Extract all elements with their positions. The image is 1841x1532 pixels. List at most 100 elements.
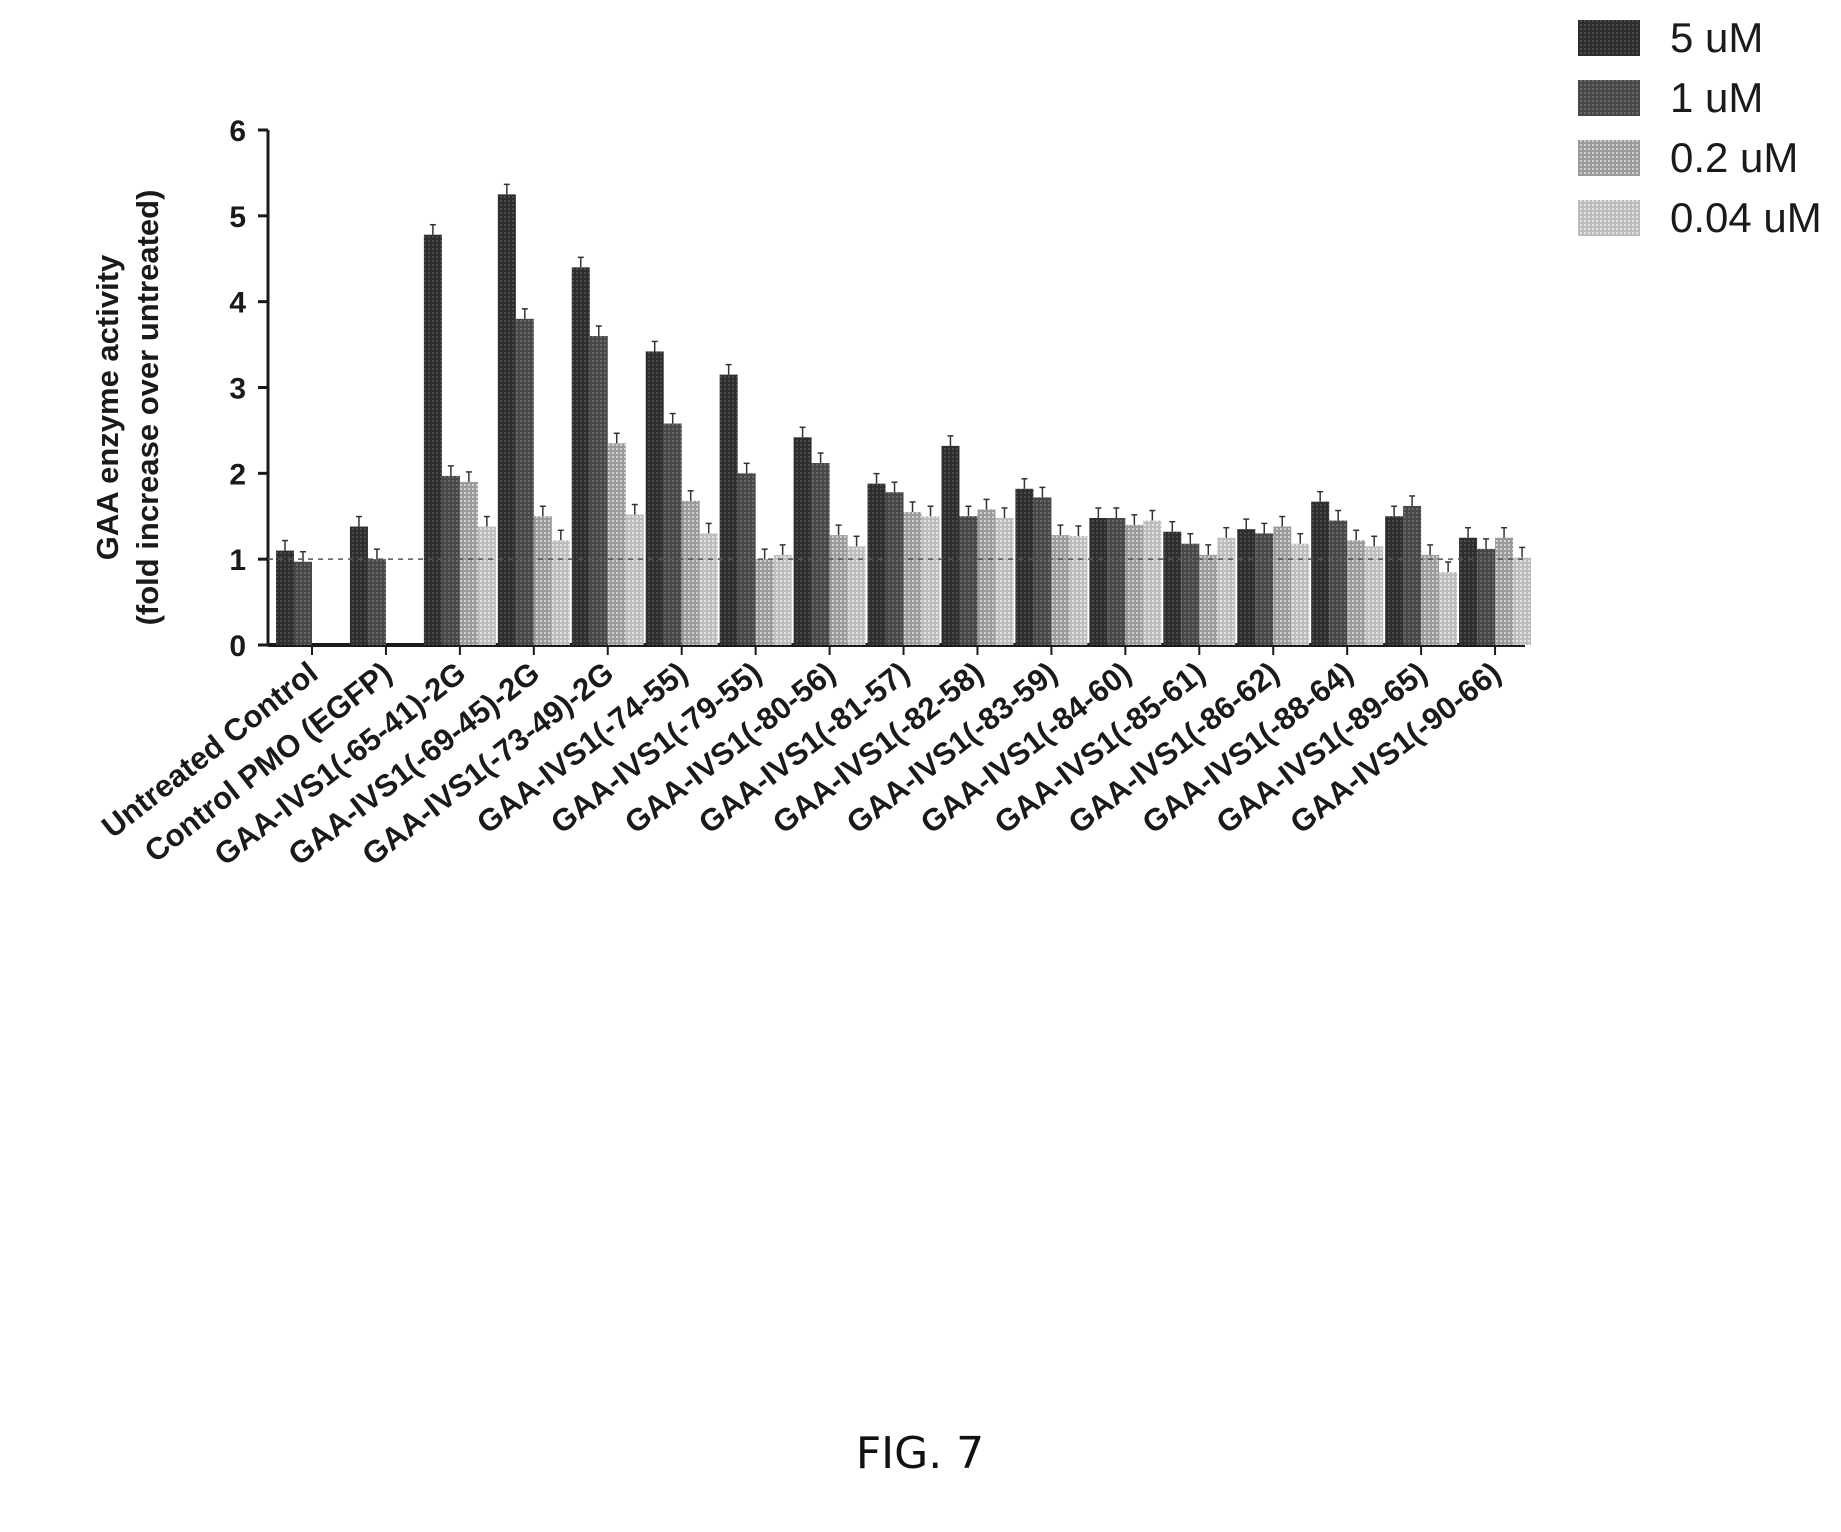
bar-group bbox=[1311, 490, 1384, 645]
bar bbox=[793, 437, 812, 645]
bar bbox=[589, 336, 608, 645]
legend-swatch bbox=[1578, 80, 1640, 116]
legend-swatch bbox=[1578, 140, 1640, 176]
bar bbox=[1107, 517, 1126, 645]
bar bbox=[1237, 529, 1256, 645]
bar bbox=[294, 561, 312, 645]
bar bbox=[941, 445, 960, 645]
bar bbox=[1513, 557, 1532, 645]
bar-group bbox=[423, 223, 496, 645]
bar bbox=[1217, 537, 1236, 645]
bar bbox=[367, 559, 386, 645]
bar bbox=[1199, 554, 1218, 645]
bar bbox=[515, 318, 534, 645]
bar bbox=[349, 526, 368, 645]
bar bbox=[1015, 488, 1034, 645]
bar bbox=[607, 443, 626, 645]
bar bbox=[663, 423, 682, 645]
bar bbox=[1143, 520, 1162, 645]
bar-group bbox=[719, 363, 792, 645]
bar bbox=[477, 526, 496, 645]
bar bbox=[719, 374, 738, 645]
bar bbox=[1329, 520, 1348, 645]
bar bbox=[276, 550, 294, 645]
bar-group bbox=[941, 435, 1014, 645]
bar-group bbox=[793, 426, 866, 645]
bar bbox=[1365, 546, 1384, 645]
y-tick-label: 4 bbox=[229, 287, 246, 320]
bar bbox=[1273, 526, 1292, 645]
bar bbox=[1439, 572, 1458, 645]
y-axis-label-line: GAA enzyme activity bbox=[90, 254, 125, 560]
bar bbox=[959, 516, 978, 645]
bar-group bbox=[645, 340, 718, 645]
legend-label: 0.2 uM bbox=[1670, 134, 1798, 181]
bar-group bbox=[867, 472, 940, 645]
bar-group bbox=[276, 539, 312, 645]
bar bbox=[459, 481, 478, 645]
bar bbox=[811, 463, 830, 645]
legend-label: 0.04 uM bbox=[1670, 194, 1822, 241]
bar bbox=[773, 554, 792, 645]
bar-group bbox=[497, 183, 570, 645]
bar bbox=[1421, 554, 1440, 645]
bar bbox=[1181, 543, 1200, 645]
bar-group bbox=[1237, 515, 1310, 645]
bar bbox=[1089, 517, 1108, 645]
bar bbox=[737, 473, 756, 645]
bar bbox=[551, 540, 570, 645]
bar bbox=[1033, 497, 1052, 645]
bar bbox=[921, 516, 940, 645]
bar bbox=[1311, 501, 1330, 645]
bar-group bbox=[1015, 478, 1088, 645]
bar bbox=[1459, 537, 1478, 645]
bar bbox=[571, 267, 590, 645]
bar bbox=[885, 492, 904, 645]
bar bbox=[1477, 548, 1496, 645]
bar-group bbox=[1459, 526, 1532, 645]
y-tick-label: 0 bbox=[229, 630, 246, 663]
bar-group bbox=[1089, 507, 1162, 645]
bar bbox=[903, 511, 922, 645]
y-ticks: 0 1 2 3 4 5 6 bbox=[229, 115, 268, 663]
bar bbox=[1385, 516, 1404, 645]
bar bbox=[1125, 524, 1144, 645]
bar bbox=[1069, 535, 1088, 645]
y-tick-label: 1 bbox=[229, 544, 246, 577]
legend: 5 uM 1 uM 0.2 uM 0.04 uM bbox=[1578, 14, 1822, 241]
bar bbox=[977, 509, 996, 645]
bar bbox=[1163, 531, 1182, 645]
bar bbox=[533, 516, 552, 645]
y-tick-label: 5 bbox=[229, 201, 246, 234]
bar bbox=[645, 351, 664, 645]
bar bbox=[1291, 543, 1310, 645]
bar bbox=[1347, 540, 1366, 645]
bar bbox=[867, 483, 886, 645]
legend-swatch bbox=[1578, 20, 1640, 56]
bar bbox=[625, 514, 644, 645]
y-axis-label-line: (fold increase over untreated) bbox=[130, 190, 165, 626]
bar bbox=[1051, 535, 1070, 645]
bar bbox=[699, 533, 718, 645]
bar-group bbox=[349, 515, 386, 645]
bar-group bbox=[571, 256, 644, 645]
legend-swatch bbox=[1578, 200, 1640, 236]
bar bbox=[847, 546, 866, 645]
bar bbox=[1255, 533, 1274, 645]
bar bbox=[829, 535, 848, 645]
figure-caption: FIG. 7 bbox=[856, 1428, 984, 1479]
bars bbox=[276, 183, 1532, 645]
legend-label: 1 uM bbox=[1670, 74, 1763, 121]
legend-label: 5 uM bbox=[1670, 14, 1763, 61]
bar bbox=[423, 234, 442, 645]
bar bbox=[755, 559, 774, 645]
bar bbox=[1403, 505, 1422, 645]
bar bbox=[441, 475, 460, 645]
bar bbox=[1495, 537, 1514, 645]
bar-group bbox=[1385, 495, 1458, 645]
bar bbox=[995, 517, 1014, 645]
bar bbox=[681, 500, 700, 645]
y-tick-label: 3 bbox=[229, 373, 246, 406]
